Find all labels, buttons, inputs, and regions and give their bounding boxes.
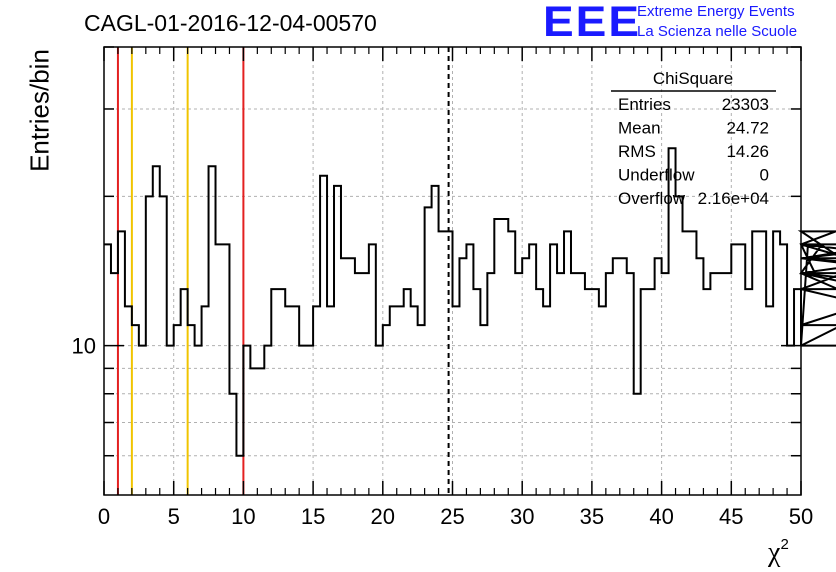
axis-ticks bbox=[103, 46, 802, 495]
logo-subtitle-line1: Extreme Energy Events bbox=[637, 3, 795, 20]
x-axis-label: χ2 bbox=[768, 536, 789, 569]
stats-row-value: 2.16e+04 bbox=[698, 189, 769, 208]
histogram-line bbox=[104, 147, 836, 457]
x-tick-label: 20 bbox=[371, 504, 395, 529]
x-tick-label: 5 bbox=[168, 504, 180, 529]
x-tick-label: 10 bbox=[231, 504, 255, 529]
axis-tick-labels: 0 5 10 15 20 25 30 35 40 45 50 10 bbox=[72, 334, 814, 529]
x-tick-label: 45 bbox=[719, 504, 743, 529]
stats-row-label: Overflow bbox=[618, 189, 686, 208]
x-tick-label: 25 bbox=[440, 504, 464, 529]
chart-title: CAGL-01-2016-12-04-00570 bbox=[84, 10, 377, 36]
stats-title: ChiSquare bbox=[653, 69, 733, 88]
stats-row-value: 24.72 bbox=[726, 119, 769, 138]
stats-row-label: Entries bbox=[618, 95, 671, 114]
stats-row-label: Mean bbox=[618, 119, 661, 138]
x-tick-label: 30 bbox=[510, 504, 534, 529]
stats-row-label: Underflow bbox=[618, 166, 695, 185]
x-tick-label: 50 bbox=[789, 504, 813, 529]
stats-row-value: 23303 bbox=[722, 95, 769, 114]
stats-rows: Entries 23303 Mean 24.72 RMS 14.26 Underflow 0 O… bbox=[618, 95, 769, 208]
stats-row-value: 14.26 bbox=[726, 142, 769, 161]
x-axis-label-exponent: 2 bbox=[780, 536, 789, 553]
stats-box: ChiSquare Entries 23303 Mean 24.72 RMS 14.26 U… bbox=[611, 69, 776, 208]
x-axis-label-symbol: χ bbox=[768, 537, 781, 568]
x-tick-label: 0 bbox=[98, 504, 110, 529]
stats-row-value: 0 bbox=[760, 166, 769, 185]
stats-row-label: RMS bbox=[618, 142, 656, 161]
x-tick-label: 40 bbox=[649, 504, 673, 529]
x-tick-label: 15 bbox=[301, 504, 325, 529]
x-tick-label: 35 bbox=[580, 504, 604, 529]
logo-subtitle-line2: La Scienza nelle Scuole bbox=[637, 23, 798, 40]
y-tick-label: 10 bbox=[72, 334, 96, 359]
eee-logo: EEE bbox=[543, 0, 642, 46]
